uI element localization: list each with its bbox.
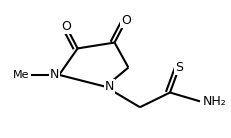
Text: S: S	[174, 61, 182, 74]
Text: O: O	[121, 14, 131, 27]
Text: N: N	[50, 68, 59, 81]
Text: N: N	[105, 80, 114, 93]
Text: O: O	[61, 20, 71, 33]
Text: NH₂: NH₂	[201, 95, 225, 108]
Text: Me: Me	[12, 70, 29, 80]
